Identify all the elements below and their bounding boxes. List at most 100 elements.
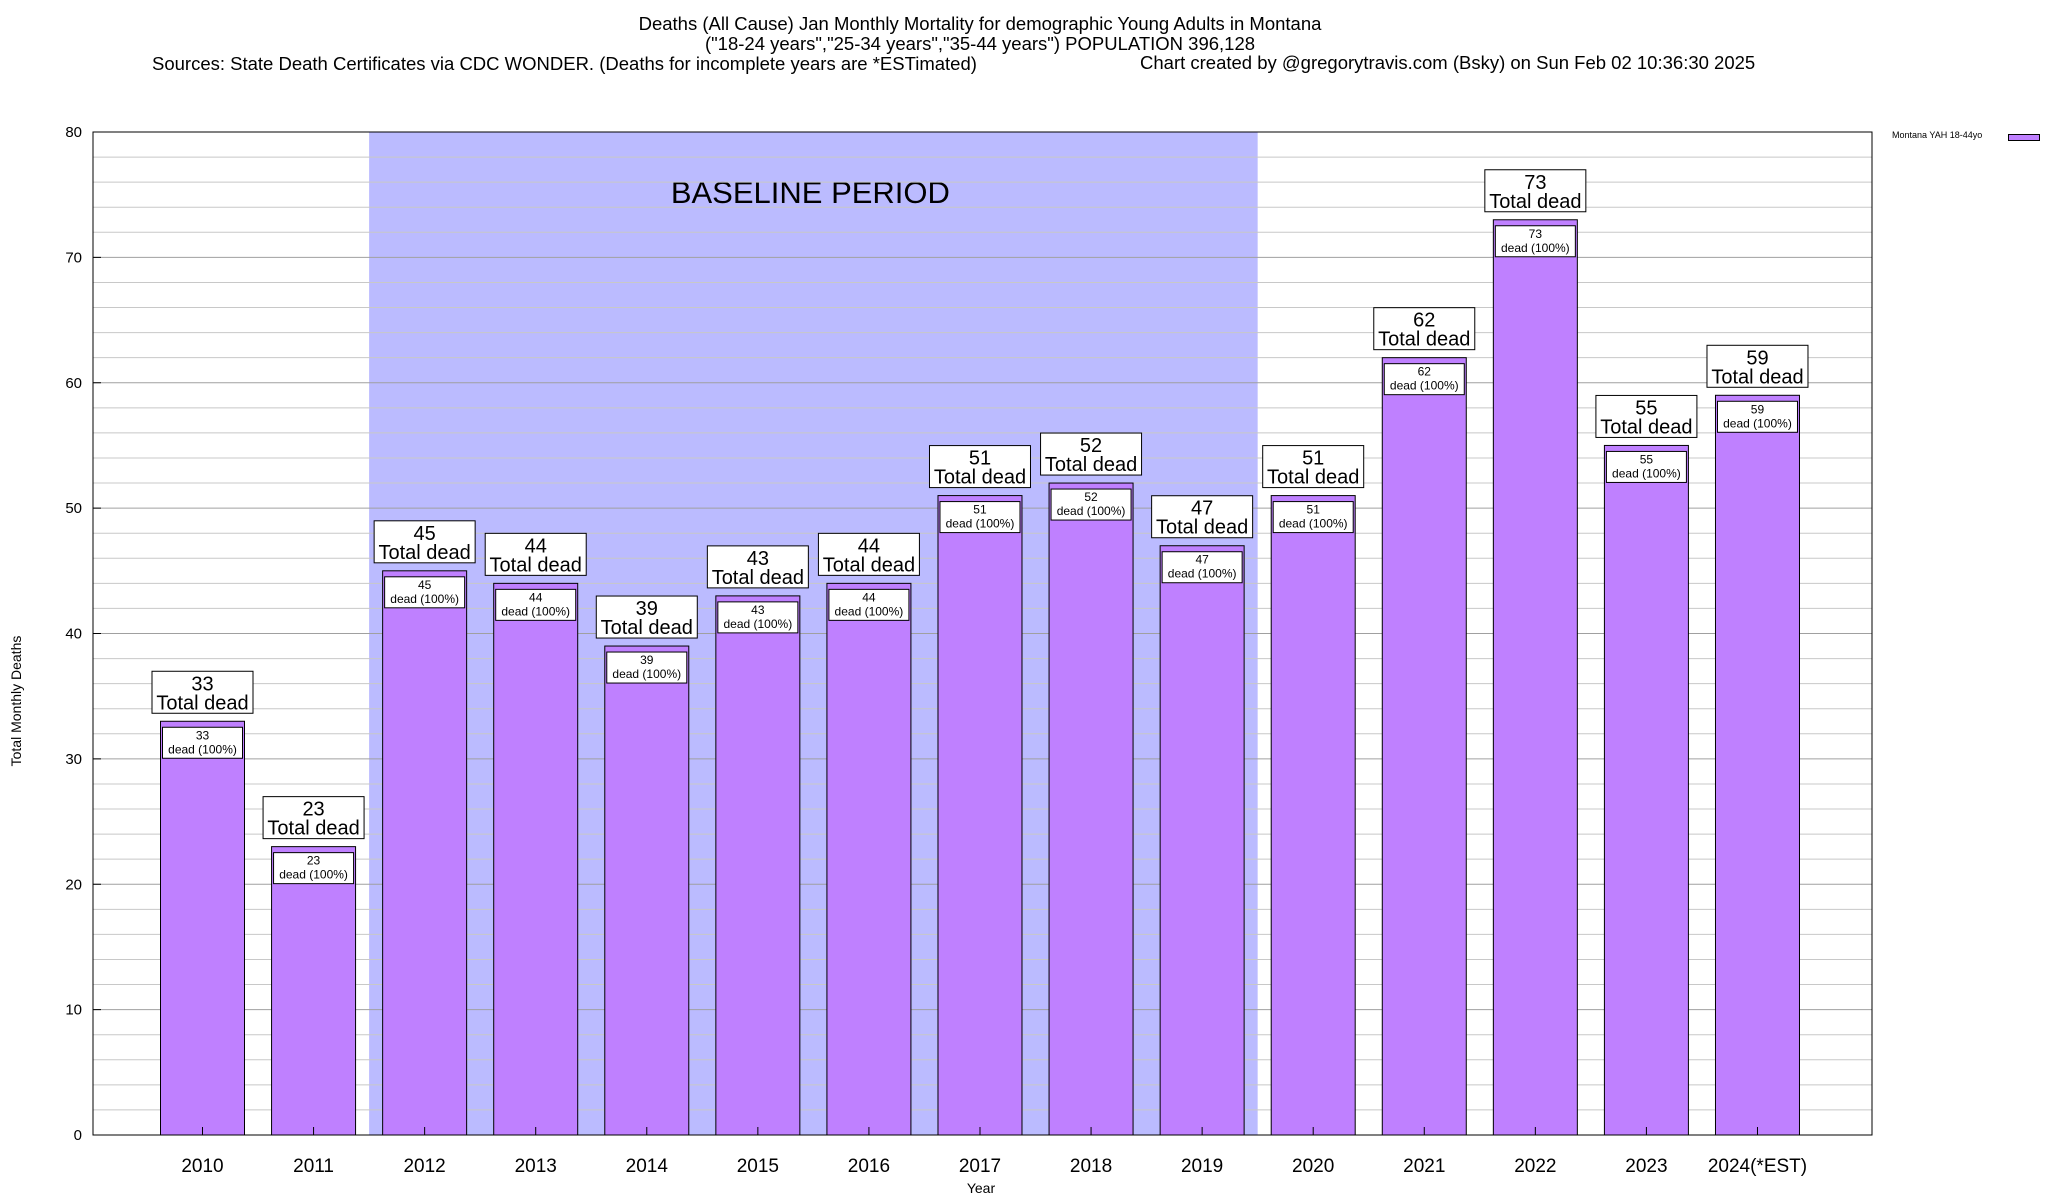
y-tick-label: 0: [74, 1127, 82, 1144]
x-tick-label: 2014: [626, 1156, 669, 1177]
bar-total-value: 73: [1524, 172, 1546, 194]
bar-inner-label: dead (100%): [390, 592, 459, 606]
bar-inner-label-box: [495, 588, 577, 621]
x-tick-label: 2010: [181, 1156, 223, 1177]
y-tick-label: 20: [65, 876, 82, 893]
bar-total-label-box: [262, 796, 365, 840]
bar-total-label: Total dead: [1378, 329, 1470, 351]
bar: [271, 846, 357, 1136]
bar: [1048, 482, 1134, 1136]
bar-inner-value: 43: [751, 603, 765, 617]
bar-inner-label-box: [939, 501, 1021, 534]
bar-inner-value: 52: [1084, 490, 1098, 504]
y-tick-label: 60: [65, 375, 82, 392]
bar-total-value: 62: [1413, 310, 1435, 332]
bar-inner-label: dead (100%): [1279, 517, 1348, 531]
bar-total-value: 23: [302, 799, 324, 821]
x-axis-label: Year: [966, 1180, 996, 1196]
bar-total-value: 45: [414, 523, 436, 545]
bar: [493, 582, 579, 1136]
bar-inner-label: dead (100%): [501, 604, 570, 618]
bar: [1381, 357, 1467, 1136]
bar: [160, 720, 245, 1136]
baseline-period-label: BASELINE PERIOD: [671, 175, 950, 210]
y-tick-label: 40: [65, 626, 82, 643]
bar-total-value: 51: [1302, 448, 1324, 470]
y-tick-label: 30: [65, 751, 82, 768]
x-tick-label: 2015: [737, 1156, 779, 1177]
bar: [1159, 545, 1245, 1136]
bar-total-label: Total dead: [823, 554, 915, 576]
bar-inner-label: dead (100%): [1501, 241, 1570, 255]
bar-inner-label: dead (100%): [1723, 416, 1792, 430]
bar-inner-value: 51: [1307, 503, 1321, 517]
bar-total-label-box: [1595, 394, 1698, 438]
bar-total-label: Total dead: [1156, 517, 1248, 539]
bar-total-label: Total dead: [601, 617, 693, 639]
bar-total-label: Total dead: [1267, 467, 1359, 489]
bar-total-value: 44: [858, 535, 880, 557]
x-tick-label: 2022: [1514, 1156, 1556, 1177]
bar-inner-label: dead (100%): [168, 742, 237, 756]
bar-inner-value: 44: [529, 590, 543, 604]
bar-total-label: Total dead: [934, 467, 1026, 489]
bar-total-value: 47: [1191, 498, 1213, 520]
bar-total-label-box: [1373, 307, 1476, 351]
bar-total-value: 51: [969, 448, 991, 470]
plot-frame: [92, 131, 1873, 1136]
bar-inner-label: dead (100%): [1057, 504, 1126, 518]
bar-total-value: 39: [636, 598, 658, 620]
bar-inner-label-box: [1494, 225, 1576, 258]
bar-inner-value: 39: [640, 653, 654, 667]
bar-inner-value: 45: [418, 578, 432, 592]
x-tick-label: 2012: [403, 1156, 445, 1177]
bar-inner-label-box: [273, 852, 355, 885]
bar-total-label-box: [1040, 432, 1143, 476]
bar-inner-label: dead (100%): [835, 604, 904, 618]
bar-inner-label: dead (100%): [723, 617, 792, 631]
bar-inner-value: 47: [1195, 553, 1209, 567]
y-tick-label: 50: [65, 500, 82, 517]
y-tick-label: 80: [65, 124, 82, 141]
legend-label: Montana YAH 18-44yo: [1892, 130, 1983, 140]
legend-swatch: [2008, 134, 2040, 141]
bar-total-label-box: [373, 520, 476, 564]
bar-inner-label: dead (100%): [1168, 567, 1237, 581]
bar-inner-value: 33: [196, 728, 210, 742]
bar-total-label: Total dead: [267, 818, 359, 840]
bar-inner-value: 55: [1640, 452, 1654, 466]
bar-inner-label: dead (100%): [1390, 379, 1459, 393]
bar-total-label-box: [706, 545, 809, 589]
bar-total-label: Total dead: [1489, 191, 1581, 213]
bar-total-label: Total dead: [712, 567, 804, 589]
bar-total-label-box: [1484, 169, 1587, 213]
bar-total-label: Total dead: [1711, 366, 1803, 388]
bar-inner-label: dead (100%): [1612, 466, 1681, 480]
bar: [937, 495, 1023, 1136]
x-tick-label: 2019: [1181, 1156, 1223, 1177]
bar-inner-value: 62: [1418, 365, 1432, 379]
x-tick-label: 2021: [1403, 1156, 1445, 1177]
bar-total-label-box: [1262, 445, 1365, 489]
bar-total-label-box: [484, 532, 587, 576]
bar-total-label-box: [817, 532, 920, 576]
bar: [1270, 495, 1356, 1136]
bar-inner-label: dead (100%): [612, 667, 681, 681]
bar: [1603, 444, 1689, 1136]
bar: [826, 582, 912, 1136]
bar-total-label: Total dead: [1045, 454, 1137, 476]
bar-total-label-box: [595, 595, 698, 639]
bar-inner-label-box: [162, 726, 243, 759]
bar-total-label-box: [151, 670, 254, 714]
bar-total-value: 55: [1635, 397, 1657, 419]
x-tick-label: 2013: [515, 1156, 557, 1177]
bar-inner-label-box: [1716, 400, 1798, 433]
bar-total-value: 33: [191, 673, 213, 695]
bar-total-value: 44: [525, 535, 547, 557]
bar-total-label-box: [1706, 344, 1809, 388]
bar: [604, 645, 690, 1136]
x-tick-label: 2023: [1625, 1156, 1667, 1177]
x-tick-label: 2016: [848, 1156, 890, 1177]
bar-inner-value: 59: [1751, 402, 1765, 416]
